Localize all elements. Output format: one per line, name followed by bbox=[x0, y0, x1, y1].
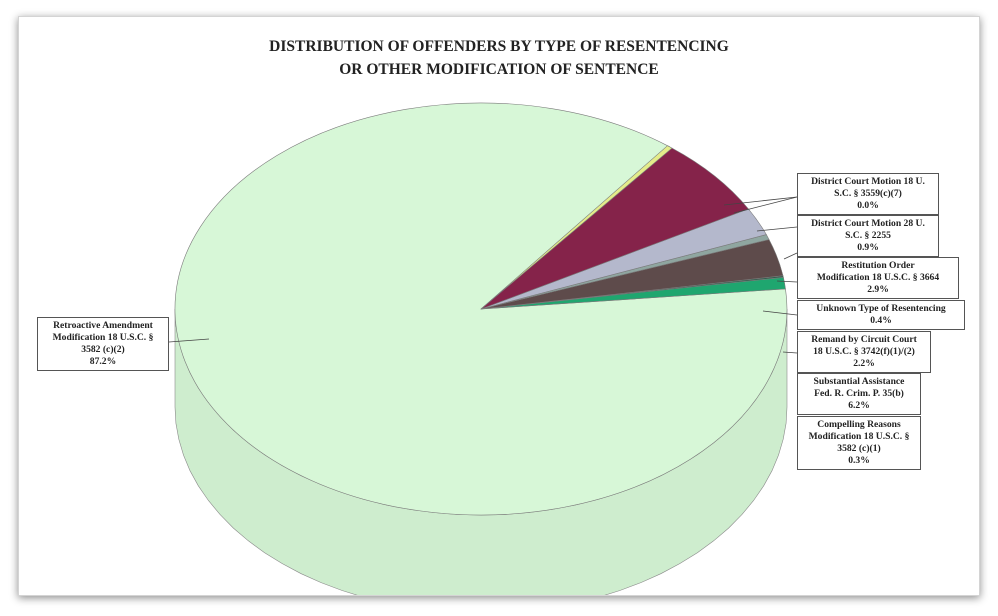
slice-label-text: 18 U.S.C. § 3742(f)(1)/(2) bbox=[813, 346, 915, 357]
slice-label-text: Substantial Assistance bbox=[813, 376, 905, 387]
slice-percent: 0.4% bbox=[870, 315, 892, 326]
slice-label-text: S.C. § 2255 bbox=[845, 230, 891, 241]
slice-label-7: Compelling Reasons Modification 18 U.S.C.… bbox=[797, 416, 921, 470]
leader-line-0 bbox=[168, 338, 210, 343]
slice-label-text: District Court Motion 28 U. bbox=[811, 218, 925, 229]
slice-label-0: Retroactive Amendment Modification 18 U.S… bbox=[37, 317, 169, 371]
slice-label-text: Modification 18 U.S.C. § bbox=[52, 332, 154, 343]
leader-line-2 bbox=[733, 196, 798, 214]
leader-line-3 bbox=[756, 226, 798, 232]
leader-line-4 bbox=[783, 252, 798, 260]
slice-label-text: Restitution Order bbox=[841, 260, 915, 271]
leader-line-7 bbox=[782, 351, 798, 354]
slice-label-text: Modification 18 U.S.C. § bbox=[808, 431, 910, 442]
leader-line-1 bbox=[723, 196, 798, 206]
slice-label-text: Fed. R. Crim. P. 35(b) bbox=[814, 388, 904, 399]
slice-label-text: S.C. § 3559(c)(7) bbox=[834, 188, 902, 199]
slice-percent: 2.9% bbox=[867, 284, 889, 295]
chart-frame: DISTRIBUTION OF OFFENDERS BY TYPE OF RES… bbox=[18, 16, 980, 596]
slice-label-text: Retroactive Amendment bbox=[53, 320, 153, 331]
slice-percent: 0.3% bbox=[848, 455, 870, 466]
chart-title-line-1: DISTRIBUTION OF OFFENDERS BY TYPE OF RES… bbox=[269, 38, 729, 55]
pie-slice-7 bbox=[480, 145, 673, 310]
slice-percent: 87.2% bbox=[89, 356, 117, 367]
slice-percent: 6.2% bbox=[848, 400, 870, 411]
slice-label-text: Unknown Type of Resentencing bbox=[816, 303, 946, 314]
slice-label-text: Modification 18 U.S.C. § 3664 bbox=[816, 272, 940, 283]
leader-line-6 bbox=[762, 310, 798, 316]
slice-label-6: Substantial Assistance Fed. R. Crim. P. 3… bbox=[797, 373, 921, 415]
pie-chart bbox=[168, 102, 798, 595]
slice-percent: 0.0% bbox=[857, 200, 879, 211]
slice-label-5: Remand by Circuit Court 18 U.S.C. § 3742(… bbox=[797, 331, 931, 373]
chart-title-line-2: OR OTHER MODIFICATION OF SENTENCE bbox=[339, 61, 659, 78]
slice-label-1: District Court Motion 18 U. S.C. § 3559(c… bbox=[797, 173, 939, 215]
slice-label-4: Unknown Type of Resentencing 0.4% bbox=[797, 300, 965, 330]
slice-label-text: Remand by Circuit Court bbox=[811, 334, 917, 345]
slice-label-3: Restitution Order Modification 18 U.S.C. … bbox=[797, 257, 959, 299]
slice-label-text: District Court Motion 18 U. bbox=[811, 176, 925, 187]
slice-percent: 0.9% bbox=[857, 242, 879, 253]
slice-label-text: 3582 (c)(2) bbox=[81, 344, 125, 355]
slice-label-text: Compelling Reasons bbox=[817, 419, 901, 430]
chart-title: DISTRIBUTION OF OFFENDERS BY TYPE OF RES… bbox=[19, 35, 979, 81]
pie-slice-6 bbox=[480, 147, 749, 310]
slice-label-2: District Court Motion 28 U. S.C. § 2255 0.… bbox=[797, 215, 939, 257]
slice-percent: 2.2% bbox=[853, 358, 875, 369]
slice-label-text: 3582 (c)(1) bbox=[837, 443, 881, 454]
leader-line-5 bbox=[776, 280, 798, 283]
